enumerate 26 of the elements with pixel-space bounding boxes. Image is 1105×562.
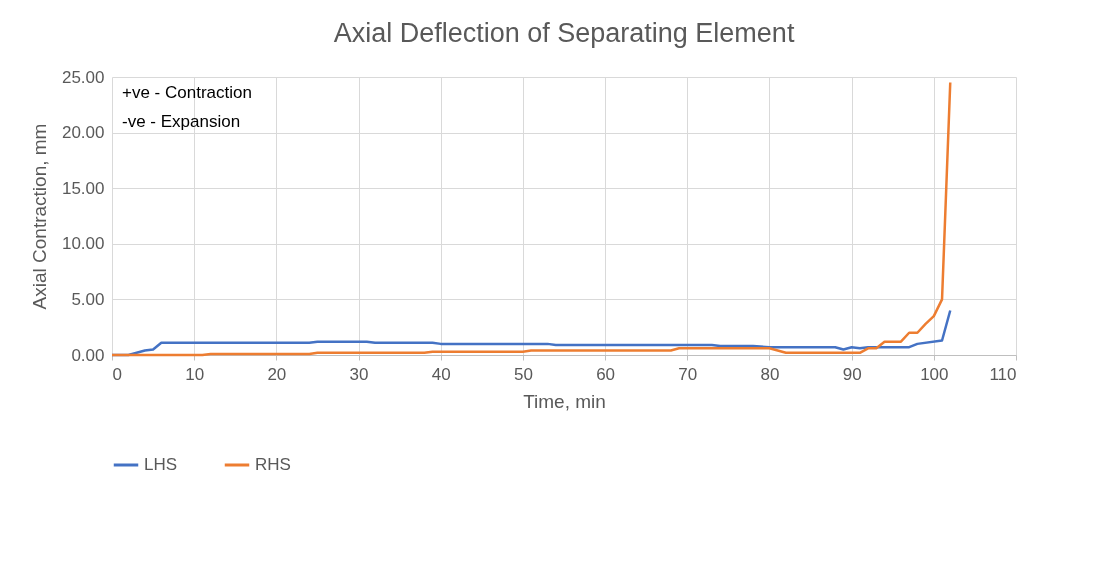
x-axis-title: Time, min bbox=[523, 390, 606, 412]
x-tick-label: 40 bbox=[431, 364, 451, 384]
x-tick-label: 0 bbox=[112, 364, 122, 384]
x-tick-label: 70 bbox=[678, 364, 698, 384]
y-tick-label: 20.00 bbox=[61, 123, 105, 143]
x-tick-label: 50 bbox=[513, 364, 533, 384]
x-tick-label: 80 bbox=[760, 364, 780, 384]
y-tick-label: 0.00 bbox=[71, 345, 105, 365]
x-tick-label: 110 bbox=[989, 364, 1017, 384]
x-tick-label: 100 bbox=[920, 364, 949, 384]
x-tick-label: 60 bbox=[596, 364, 616, 384]
y-tick-label: 10.00 bbox=[61, 234, 105, 254]
legend-label: LHS bbox=[144, 455, 178, 474]
x-tick-label: 20 bbox=[267, 364, 287, 384]
x-tick-label: 30 bbox=[349, 364, 369, 384]
x-tick-label: 90 bbox=[842, 364, 862, 384]
legend-label: RHS bbox=[255, 455, 291, 474]
y-tick-label: 15.00 bbox=[61, 178, 105, 198]
chart-title: Axial Deflection of Separating Element bbox=[333, 18, 795, 48]
annotation: -ve - Expansion bbox=[122, 112, 241, 131]
y-tick-label: 25.00 bbox=[61, 67, 105, 87]
y-tick-label: 5.00 bbox=[71, 289, 105, 309]
annotation: +ve - Contraction bbox=[122, 83, 252, 102]
x-tick-label: 10 bbox=[185, 364, 205, 384]
line-series bbox=[110, 81, 952, 357]
y-axis-title: Axial Contraction, mm bbox=[28, 123, 50, 310]
